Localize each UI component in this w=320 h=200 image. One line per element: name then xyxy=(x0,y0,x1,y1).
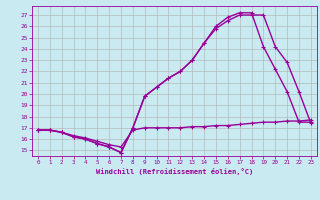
X-axis label: Windchill (Refroidissement éolien,°C): Windchill (Refroidissement éolien,°C) xyxy=(96,168,253,175)
